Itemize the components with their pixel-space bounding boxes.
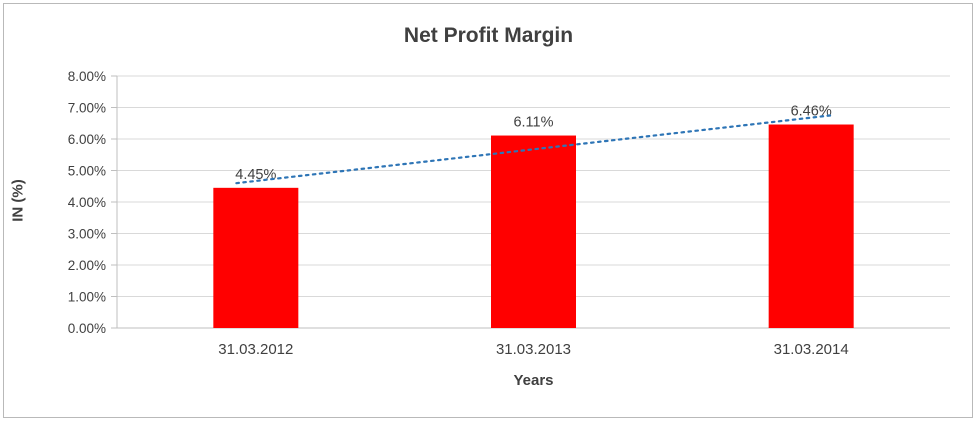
y-tick-label: 0.00%: [68, 321, 106, 336]
y-tick-label: 6.00%: [68, 132, 106, 147]
y-tick-label: 7.00%: [68, 101, 106, 116]
y-tick-label: 8.00%: [68, 69, 106, 84]
bar-data-label: 6.46%: [791, 104, 832, 120]
x-category-label: 31.03.2014: [774, 341, 849, 358]
y-tick-label: 5.00%: [68, 164, 106, 179]
y-tick-label: 3.00%: [68, 227, 106, 242]
bar-data-label: 6.11%: [513, 115, 553, 131]
trendline: [235, 114, 832, 185]
bar-31.03.2014: [768, 124, 854, 328]
bar-31.03.2013: [491, 135, 576, 328]
bar-31.03.2012: [213, 187, 299, 328]
x-category-label: 31.03.2012: [218, 341, 293, 358]
y-tick-label: 2.00%: [68, 258, 106, 273]
x-axis-title: Years: [513, 372, 554, 389]
bar-data-label: 4.45%: [235, 167, 276, 183]
chart-title: Net Profit Margin: [403, 24, 574, 47]
y-tick-label: 1.00%: [68, 290, 106, 305]
y-tick-label: 4.00%: [68, 195, 106, 210]
x-category-label: 31.03.2013: [496, 341, 571, 358]
